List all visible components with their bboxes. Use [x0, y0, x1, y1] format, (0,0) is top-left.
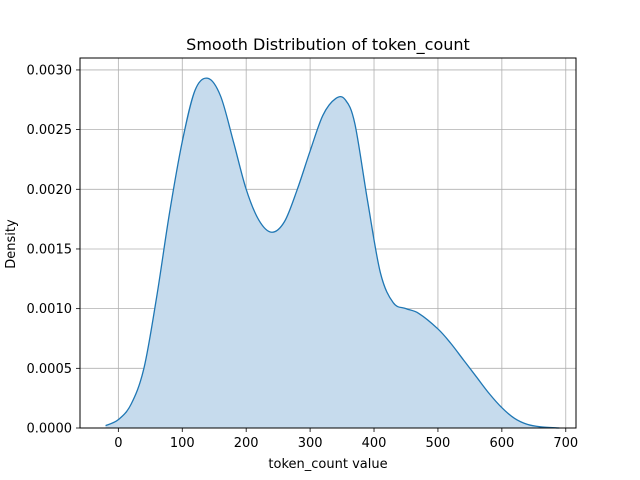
- x-tick-label: 500: [426, 436, 451, 451]
- density-area-fill: [105, 78, 560, 428]
- x-axis-title: token_count value: [268, 457, 387, 472]
- y-tick-label: 0.0005: [27, 362, 73, 377]
- y-tick-label: 0.0030: [27, 63, 73, 78]
- x-tick-label: 600: [489, 436, 514, 451]
- density-curve-line: [105, 77, 560, 429]
- x-axis-ticks: 0 100 200 300 400 500 600 700: [114, 428, 578, 451]
- y-axis-title: Density: [4, 219, 19, 269]
- x-tick-label: 700: [553, 436, 578, 451]
- y-tick-label: 0.0020: [27, 183, 73, 198]
- x-tick-label: 0: [114, 436, 122, 451]
- x-tick-label: 200: [234, 436, 259, 451]
- y-tick-label: 0.0025: [27, 123, 73, 138]
- y-tick-label: 0.0010: [27, 302, 73, 317]
- x-tick-label: 300: [298, 436, 323, 451]
- y-axis-ticks: 0.0000 0.0005 0.0010 0.0015 0.0020 0.0025 0.00…: [27, 63, 80, 437]
- x-tick-label: 400: [362, 436, 387, 451]
- y-tick-label: 0.0000: [27, 422, 73, 437]
- y-tick-label: 0.0015: [27, 242, 73, 257]
- x-tick-label: 100: [170, 436, 195, 451]
- chart-title: Smooth Distribution of token_count: [186, 35, 470, 55]
- plot-frame: [79, 57, 577, 429]
